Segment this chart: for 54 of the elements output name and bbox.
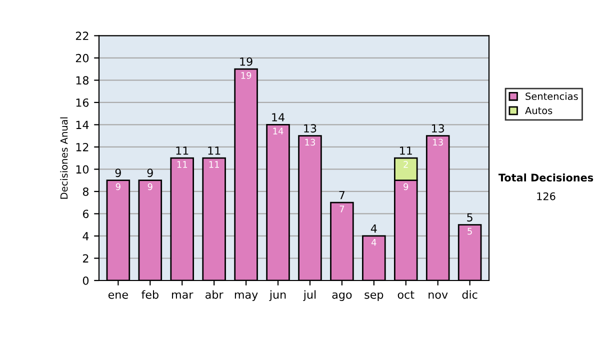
text: 126 <box>537 192 556 200</box>
y-axis-title: Decisiones Anual <box>60 117 68 199</box>
x-tick-label: oct <box>398 290 414 299</box>
text: Total Decisiones <box>498 173 594 182</box>
x-tick-label: feb <box>142 290 158 299</box>
data-label: 4 <box>371 239 376 246</box>
total-label: 19 <box>240 57 252 66</box>
total-label: 9 <box>147 168 153 178</box>
x-tick-label: jul <box>303 290 316 301</box>
total-label: 14 <box>272 113 284 122</box>
total-label: 9 <box>115 168 121 178</box>
total-label: 11 <box>176 146 188 155</box>
x-tick-label: nov <box>428 292 448 299</box>
y-tick-label: 18 <box>76 76 89 85</box>
y-tick-label: 0 <box>82 276 89 285</box>
total-label: 11 <box>400 146 412 155</box>
data-label: 9 <box>116 183 120 190</box>
data-label: 5 <box>468 228 472 235</box>
y-tick-label: 10 <box>76 165 89 174</box>
legend-label: Autos <box>525 106 552 114</box>
total-label: 13 <box>304 124 316 133</box>
x-tick-label: jun <box>269 290 286 301</box>
x-tick-label: dic <box>462 290 478 299</box>
total-label: 11 <box>208 146 220 155</box>
y-tick-label: 8 <box>82 187 89 196</box>
data-label: 19 <box>241 72 252 79</box>
data-label: 11 <box>209 161 219 168</box>
y-tick-label: 6 <box>82 210 89 218</box>
y-tick-label: 20 <box>76 54 89 62</box>
total-label: 7 <box>339 191 345 200</box>
y-tick-label: 16 <box>76 98 89 107</box>
data-label: 13 <box>433 138 443 146</box>
data-label: 14 <box>273 128 284 134</box>
x-tick-label: mar <box>172 292 194 299</box>
x-tick-label: sep <box>364 292 384 301</box>
x-tick-label: abr <box>206 290 224 299</box>
x-tick-label: ago <box>332 292 352 301</box>
data-label: 11 <box>177 161 188 168</box>
data-label: 7 <box>340 206 344 212</box>
x-tick-label: ene <box>108 292 128 299</box>
total-label: 5 <box>467 213 472 222</box>
total-label: 4 <box>370 224 377 233</box>
y-tick-label: 12 <box>76 142 88 152</box>
legend-label: Sentencias <box>526 92 578 100</box>
y-tick-label: 14 <box>76 120 89 129</box>
data-label: 13 <box>305 138 316 146</box>
y-tick-label: 2 <box>83 254 88 262</box>
data-label: 9 <box>148 183 152 190</box>
total-label: 13 <box>432 124 444 133</box>
y-tick-label: 22 <box>76 32 88 40</box>
x-tick-label: may <box>234 292 258 301</box>
data-label: 2 <box>404 161 408 168</box>
y-tick-label: 4 <box>82 232 89 240</box>
data-label: 9 <box>404 183 408 190</box>
